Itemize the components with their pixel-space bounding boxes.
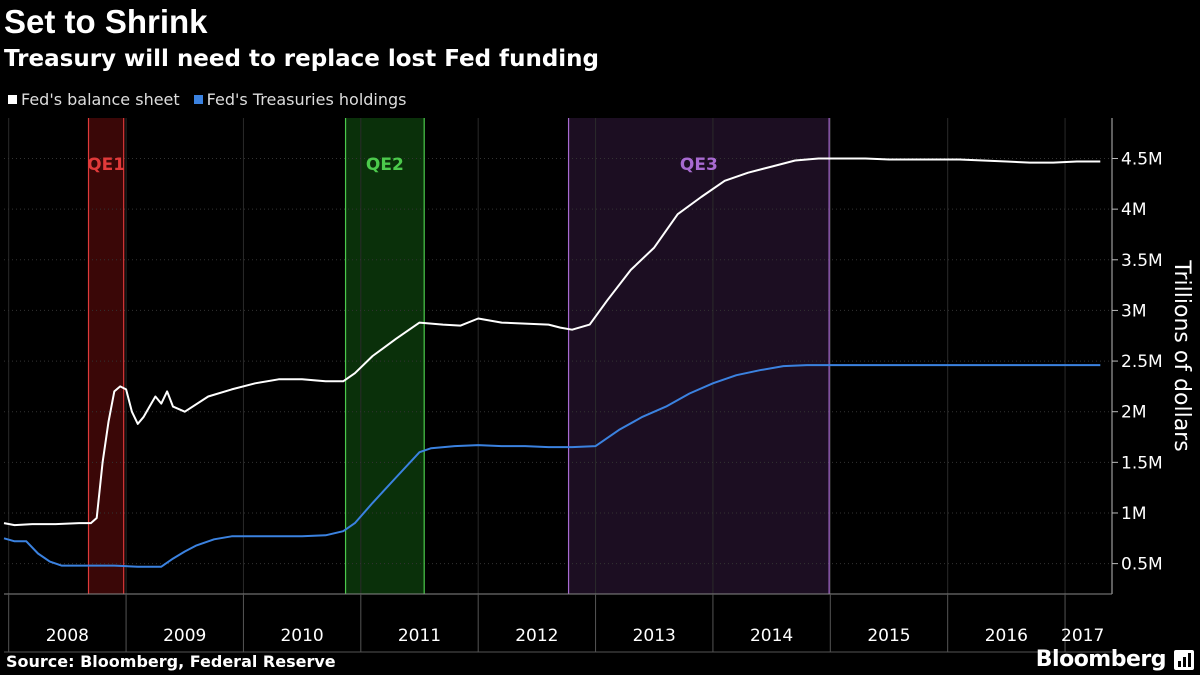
chart-subtitle: Treasury will need to replace lost Fed f…	[4, 46, 600, 72]
x-tick-label: 2011	[398, 626, 441, 646]
x-tick-label: 2008	[46, 626, 89, 646]
x-tick-label: 2014	[750, 626, 793, 646]
x-tick-label: 2012	[515, 626, 558, 646]
x-tick-label: 2009	[163, 626, 206, 646]
legend-label-treasuries: Fed's Treasuries holdings	[206, 90, 407, 109]
y-tick-label: 3.5M	[1121, 251, 1163, 271]
x-tick-label: 2017	[1061, 626, 1104, 646]
y-tick-label: 3M	[1121, 301, 1146, 321]
series-line-balance-sheet	[3, 157, 1101, 527]
shaded-period-qe1	[88, 118, 124, 594]
legend-label-balance-sheet: Fed's balance sheet	[21, 90, 180, 109]
y-tick-label: 4.5M	[1121, 150, 1163, 170]
legend-swatch-balance-sheet	[8, 95, 17, 104]
x-tick-label: 2010	[280, 626, 323, 646]
legend-item-treasuries: Fed's Treasuries holdings	[193, 90, 407, 109]
x-tick-label: 2015	[867, 626, 910, 646]
legend-swatch-treasuries	[193, 95, 203, 104]
chart-title: Set to Shrink	[4, 3, 208, 40]
legend-item-balance-sheet: Fed's balance sheet	[8, 90, 180, 109]
x-tick-label: 2016	[985, 626, 1028, 646]
x-tick-label: 2013	[633, 626, 676, 646]
y-tick-label: 4M	[1121, 200, 1146, 220]
shaded-period-qe3	[568, 118, 830, 594]
source-note: Source: Bloomberg, Federal Reserve	[6, 652, 336, 671]
period-label-qe2: QE2	[366, 155, 404, 175]
legend: Fed's balance sheet Fed's Treasuries hol…	[8, 90, 407, 109]
y-tick-label: 1M	[1121, 504, 1146, 524]
bloomberg-terminal-icon	[1174, 650, 1194, 670]
brand-logo-text: Bloomberg	[1035, 647, 1167, 672]
period-label-qe3: QE3	[680, 155, 718, 175]
y-tick-label: 2.5M	[1121, 352, 1163, 372]
y-tick-label: 1.5M	[1121, 453, 1163, 473]
y-tick-label: 0.5M	[1121, 555, 1163, 575]
y-axis-label: Trillions of dollars	[1169, 259, 1194, 451]
series-line-treasuries	[3, 364, 1101, 568]
shaded-period-qe2	[345, 118, 425, 594]
period-label-qe1: QE1	[87, 155, 125, 175]
y-tick-label: 2M	[1121, 403, 1146, 423]
